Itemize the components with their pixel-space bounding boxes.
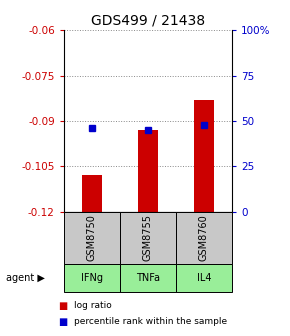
Bar (82, 175, 102, 212)
Text: IFNg: IFNg (81, 273, 103, 283)
Text: GSM8755: GSM8755 (143, 214, 153, 261)
Bar (194, 100, 214, 212)
Title: GDS499 / 21438: GDS499 / 21438 (91, 14, 205, 28)
Bar (138, 130, 158, 212)
Text: GSM8750: GSM8750 (87, 214, 97, 261)
Text: ■: ■ (58, 301, 67, 311)
Text: ■: ■ (58, 317, 67, 327)
Text: percentile rank within the sample: percentile rank within the sample (74, 317, 227, 326)
Text: TNFa: TNFa (136, 273, 160, 283)
Text: GSM8760: GSM8760 (199, 214, 209, 261)
Text: log ratio: log ratio (74, 301, 112, 310)
Text: IL4: IL4 (197, 273, 211, 283)
Text: agent ▶: agent ▶ (6, 273, 45, 283)
